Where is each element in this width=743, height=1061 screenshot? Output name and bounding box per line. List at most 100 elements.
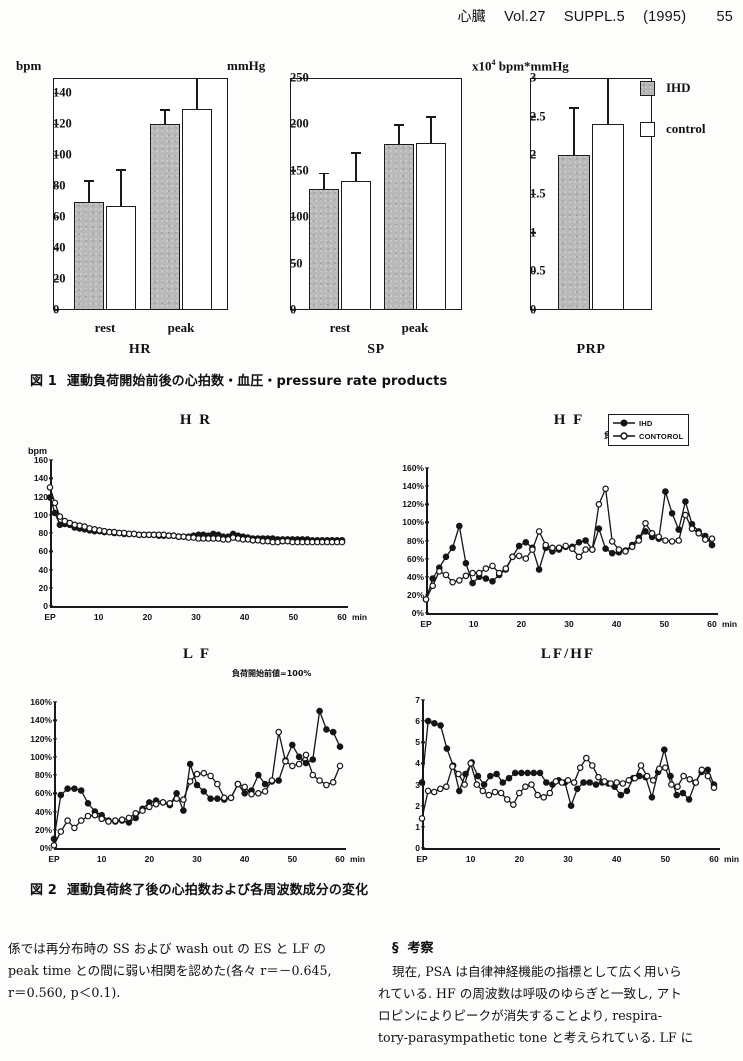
- panel-sp-ytick: 50: [290, 256, 303, 271]
- lp-lf-data-point: [323, 726, 330, 733]
- lp-lfhf-xtick: 30: [563, 854, 573, 864]
- panel-prp-bar-ihd: [558, 155, 590, 310]
- ihd-swatch-icon: [640, 80, 655, 96]
- body-left-line-1: 係では再分布時の SS および wash out の ES と LF の: [8, 941, 326, 956]
- lp-lf-xtick: EP: [48, 854, 60, 864]
- panel-hr-ytick: 80: [53, 179, 66, 194]
- lp-lf-data-point: [329, 728, 337, 736]
- line-panel-hr: H R bpm 0 20 40 60 80 100 120 140 160 EP 10 20 30 40 50 6…: [8, 408, 368, 638]
- prp-plot-area: [530, 78, 652, 310]
- lp-lfhf-data-point: [674, 783, 681, 791]
- control-swatch-icon: [640, 121, 655, 137]
- lp-hf-data-point: [575, 539, 583, 546]
- panel-hr-ytick: 0: [53, 302, 60, 317]
- lp-hf-data-point: [662, 537, 669, 544]
- lp-lf-data-point: [57, 791, 65, 799]
- lp-hf-data-point: [542, 541, 550, 549]
- panel-sp-errorbar: [430, 116, 432, 143]
- lp-lf-data-point: [214, 795, 221, 803]
- lp-lf-data-point: [288, 741, 296, 749]
- lp-hf-data-point: [569, 545, 576, 553]
- panel-hr-ytick: 100: [53, 148, 72, 163]
- lp-lfhf-data-point: [655, 765, 663, 773]
- lp-lfhf-data-point: [576, 764, 584, 772]
- lp-hr-ytick: 60: [22, 546, 48, 556]
- panel-prp-ytick: 1: [530, 225, 537, 240]
- prp-unit-text2: bpm*mmHg: [495, 58, 569, 74]
- lp-lfhf-data-point: [583, 754, 590, 762]
- lp-hf-ytick: 120%: [398, 499, 424, 509]
- lp-lfhf-data-point: [617, 791, 625, 799]
- lp-hf-data-point: [489, 562, 496, 570]
- lp-lfhf-data-point: [625, 777, 633, 784]
- lp-lf-data-point: [220, 794, 228, 802]
- lp-lf-data-point: [241, 790, 249, 797]
- lp-lfhf-data-point: [491, 788, 499, 796]
- lp-lf-ytick: 80%: [26, 770, 52, 780]
- lp-lfhf-data-point: [661, 764, 669, 772]
- body-right-line-2: れている. HF の周波数は呼吸のゆらぎと一致し, アト: [378, 986, 682, 1001]
- panel-sp-xlabel: rest: [329, 320, 351, 335]
- lp-hf-data-point: [509, 553, 516, 561]
- lp-hf-x-unit: min: [722, 619, 738, 629]
- lp-lfhf-data-point: [424, 787, 432, 795]
- lp-hf-data-point: [635, 537, 643, 544]
- lp-lf-data-point: [193, 770, 201, 778]
- lp-hf-data-point: [435, 568, 443, 575]
- lp-hf-data-point: [515, 542, 523, 550]
- lp-lfhf-data-point: [589, 762, 596, 769]
- panel-sp-errorbar: [355, 152, 357, 181]
- figure-1-caption-number: 図 1: [30, 374, 57, 389]
- panel-prp-bar-control: [592, 124, 624, 310]
- journal-suppl: SUPPL.5: [563, 9, 625, 25]
- lp-lfhf-series-line: [421, 756, 715, 819]
- lp-lfhf-data-point: [552, 778, 560, 785]
- lp-lf-x-unit: min: [350, 854, 366, 864]
- lp-lfhf-data-point: [518, 769, 525, 777]
- lp-hr-ytick: 140: [22, 473, 48, 483]
- lp-lfhf-data-point: [485, 791, 493, 799]
- lp-hf-data-point: [708, 541, 716, 549]
- body-right-line-4: tory-parasympathetic tone と考えられている. LF に: [378, 1030, 694, 1045]
- panel-hr-xlabel: peak: [167, 320, 195, 335]
- lp-lfhf-data-point: [536, 769, 544, 777]
- figure-2-caption-number: 図 2: [30, 883, 57, 898]
- lp-lfhf-data-point: [443, 745, 451, 752]
- panel-prp-ytick: 2: [530, 147, 537, 162]
- lp-lf-data-point: [200, 788, 208, 795]
- lp-lf-data-point: [98, 815, 106, 823]
- legend-item-ihd: IHD: [640, 80, 705, 96]
- lp-lfhf-data-point: [510, 801, 517, 809]
- lp-lf-data-point: [173, 790, 180, 797]
- lp-lf-data-point: [186, 778, 194, 785]
- lp-lf-data-point: [207, 795, 214, 803]
- body-left-line-3: r＝0.560, p＜0.1).: [8, 985, 121, 1000]
- panel-hr-errorbar-cap: [84, 180, 94, 182]
- lp-lf-xtick: 60: [335, 854, 345, 864]
- lp-lf-data-point: [309, 756, 317, 763]
- lp-hf-xtick: EP: [420, 619, 432, 629]
- lp-hf-data-point: [615, 546, 623, 553]
- lp-hf-data-point: [622, 548, 629, 555]
- lp-lfhf-data-point: [480, 781, 488, 788]
- lp-hf-data-point: [456, 522, 463, 530]
- figure-1-caption-text: 運動負荷開始前後の心拍数・血圧・pressure rate products: [66, 374, 448, 389]
- lp-lfhf-data-point: [564, 777, 572, 784]
- panel-sp-ytick: 100: [290, 210, 309, 225]
- lp-lfhf-data-point: [631, 774, 639, 782]
- lp-hf-data-point: [475, 569, 483, 577]
- lp-lfhf-ytick: 6: [394, 716, 420, 726]
- lp-hr-xtick: EP: [44, 612, 56, 622]
- lp-lfhf-ytick: 7: [394, 695, 420, 705]
- lp-lfhf-ytick: 0: [394, 843, 420, 853]
- lp-hf-data-point: [575, 553, 583, 561]
- lp-lf-data-point: [173, 795, 180, 803]
- lp-hr-ytick: 40: [22, 565, 48, 575]
- legend-item-ihd-line: IHD: [612, 417, 683, 429]
- lp-lf-data-point: [125, 814, 133, 822]
- lp-hf-data-point: [608, 549, 616, 557]
- lp-lf-data-point: [255, 771, 262, 779]
- lp-lf-data-point: [214, 780, 221, 788]
- panel-sp-ytick: 150: [290, 163, 309, 178]
- lp-lf-data-point: [288, 762, 296, 770]
